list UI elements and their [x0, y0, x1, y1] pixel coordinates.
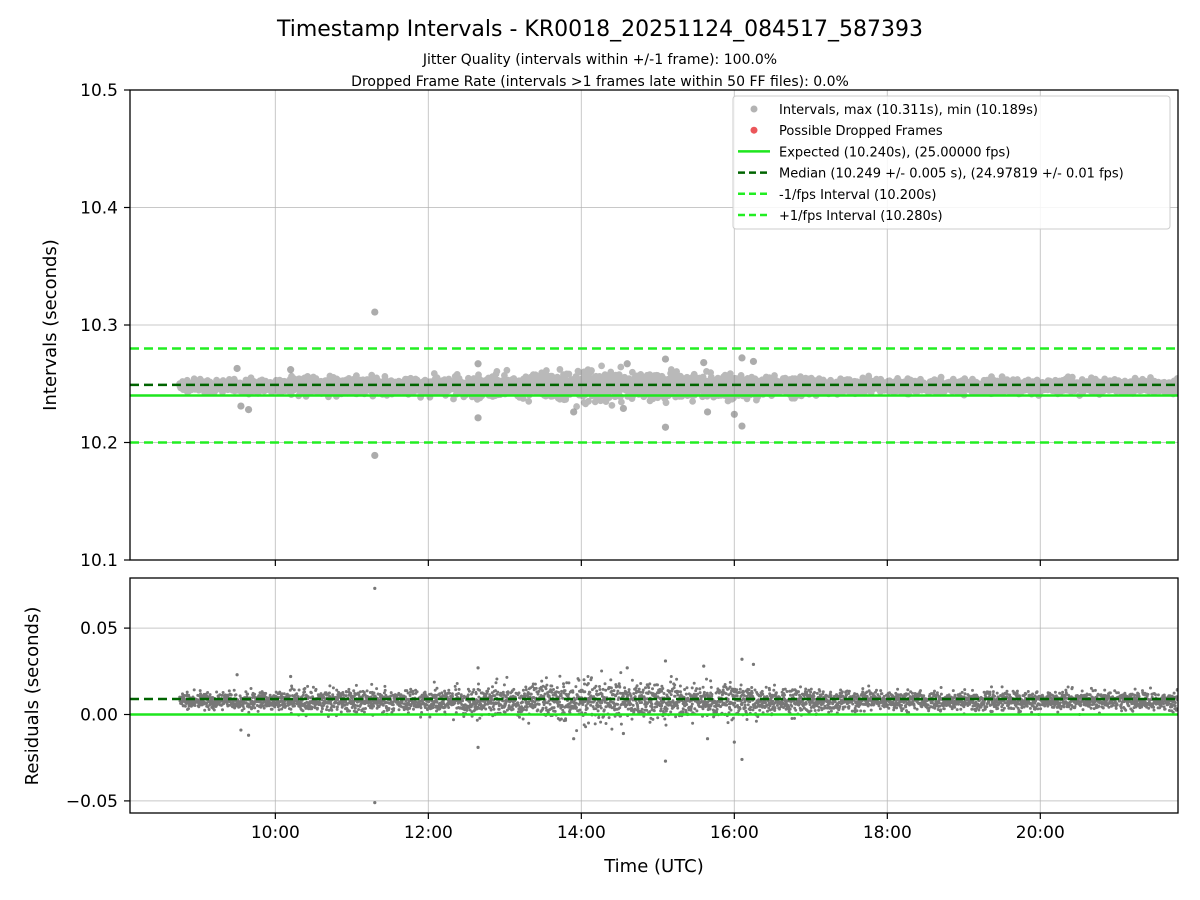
intervals-outlier-point-11 — [661, 355, 670, 363]
intervals-ytick-label-1: 10.2 — [80, 434, 118, 454]
residuals-outlier-point-9 — [625, 666, 629, 670]
residuals-outlier-point-4 — [246, 733, 251, 737]
intervals-outlier-point-4 — [244, 406, 253, 414]
residuals-outlier-point-0 — [373, 586, 377, 590]
intervals-outlier-point-13 — [700, 359, 708, 367]
residuals-outlier-point-5 — [289, 674, 293, 679]
intervals-outlier-point-9 — [623, 360, 631, 368]
residuals-outlier-point-2 — [235, 673, 239, 677]
intervals-outlier-point-5 — [287, 366, 295, 374]
legend-label-5: +1/fps Interval (10.280s) — [779, 209, 943, 224]
intervals-point-cloud — [176, 362, 1178, 410]
xtick-label-4: 18:00 — [863, 823, 912, 843]
residuals-plot-area — [130, 578, 1178, 813]
intervals-outlier-point-8 — [570, 408, 578, 416]
residuals-outlier-point-11 — [663, 659, 668, 663]
intervals-outlier-point-14 — [703, 408, 712, 416]
legend-swatch-1 — [750, 126, 758, 134]
intervals-ytick-label-0: 10.1 — [80, 551, 118, 571]
xtick-label-0: 10:00 — [251, 823, 300, 843]
intervals-outlier-point-17 — [738, 422, 746, 430]
intervals-outlier-point-18 — [730, 410, 738, 418]
residuals-outlier-point-18 — [732, 740, 736, 744]
xtick-label-3: 16:00 — [710, 823, 759, 843]
intervals-points — [176, 308, 1178, 460]
legend-label-2: Expected (10.240s), (25.00000 fps) — [779, 145, 1010, 160]
residuals-ytick-label-1: 0.00 — [80, 706, 118, 726]
intervals-outlier-point-3 — [237, 402, 245, 410]
xtick-label-5: 20:00 — [1016, 823, 1065, 843]
intervals-outlier-point-10 — [619, 404, 628, 413]
chart-legend: Intervals, max (10.311s), min (10.189s) P… — [732, 95, 1171, 230]
intervals-outlier-point-2 — [233, 364, 241, 373]
intervals-outlier-point-12 — [661, 423, 670, 431]
intervals-outlier-point-0 — [371, 308, 379, 316]
intervals-outlier-point-15 — [738, 354, 746, 362]
intervals-ytick-label-4: 10.5 — [80, 81, 118, 101]
intervals-ytick-label-3: 10.4 — [80, 199, 118, 219]
legend-label-1: Possible Dropped Frames — [779, 124, 943, 139]
legend-swatch-0 — [750, 105, 758, 113]
chart-title: Timestamp Intervals - KR0018_20251124_08… — [276, 17, 923, 42]
residuals-outlier-point-12 — [663, 759, 668, 763]
residuals-outlier-point-8 — [572, 737, 576, 741]
intervals-plot-area — [130, 90, 1178, 560]
legend-label-4: -1/fps Interval (10.200s) — [779, 188, 936, 203]
legend-box — [732, 95, 1171, 230]
intervals-outlier-point-16 — [749, 357, 758, 366]
x-axis-label: Time (UTC) — [603, 856, 704, 877]
legend-label-0: Intervals, max (10.311s), min (10.189s) — [779, 103, 1038, 118]
residuals-y-axis-label: Residuals (seconds) — [22, 607, 43, 786]
legend-label-3: Median (10.249 +/- 0.005 s), (24.97819 +… — [779, 167, 1124, 182]
residuals-outlier-point-15 — [740, 657, 744, 661]
residuals-ytick-label-0: 0.05 — [80, 619, 118, 639]
residuals-point-cloud — [178, 669, 1178, 733]
intervals-panel: 10.1 10.2 10.3 10.4 10.5 Intervals, max (10.3… — [80, 81, 1179, 571]
residuals-panel: 10:00 12:00 14:00 16:00 18:00 20:00 0.05 0.00 −0… — [66, 577, 1179, 843]
intervals-y-axis-label: Intervals (seconds) — [40, 239, 61, 411]
residuals-outlier-point-10 — [621, 731, 626, 736]
residuals-ytick-label-2: −0.05 — [66, 792, 118, 812]
intervals-outlier-point-6 — [474, 360, 482, 368]
residuals-outlier-point-3 — [239, 728, 243, 732]
residuals-outlier-point-16 — [751, 662, 756, 666]
intervals-outlier-point-7 — [474, 414, 482, 422]
chart-subtitle-jitter: Jitter Quality (intervals within +/-1 fr… — [422, 52, 777, 68]
residuals-outlier-point-1 — [373, 801, 377, 805]
residuals-outlier-point-14 — [705, 737, 710, 741]
chart-subtitle-dropped: Dropped Frame Rate (intervals >1 frames … — [351, 74, 849, 90]
intervals-ytick-label-2: 10.3 — [80, 316, 118, 336]
residuals-outlier-point-17 — [740, 757, 744, 762]
xtick-label-1: 12:00 — [404, 823, 453, 843]
residuals-outlier-point-6 — [476, 666, 480, 670]
intervals-outlier-point-1 — [371, 451, 379, 460]
xtick-label-2: 14:00 — [557, 823, 606, 843]
residuals-axes-frame — [129, 577, 1179, 814]
residuals-outlier-point-13 — [702, 664, 706, 668]
residuals-points — [178, 586, 1178, 805]
residuals-outlier-point-7 — [476, 745, 480, 749]
